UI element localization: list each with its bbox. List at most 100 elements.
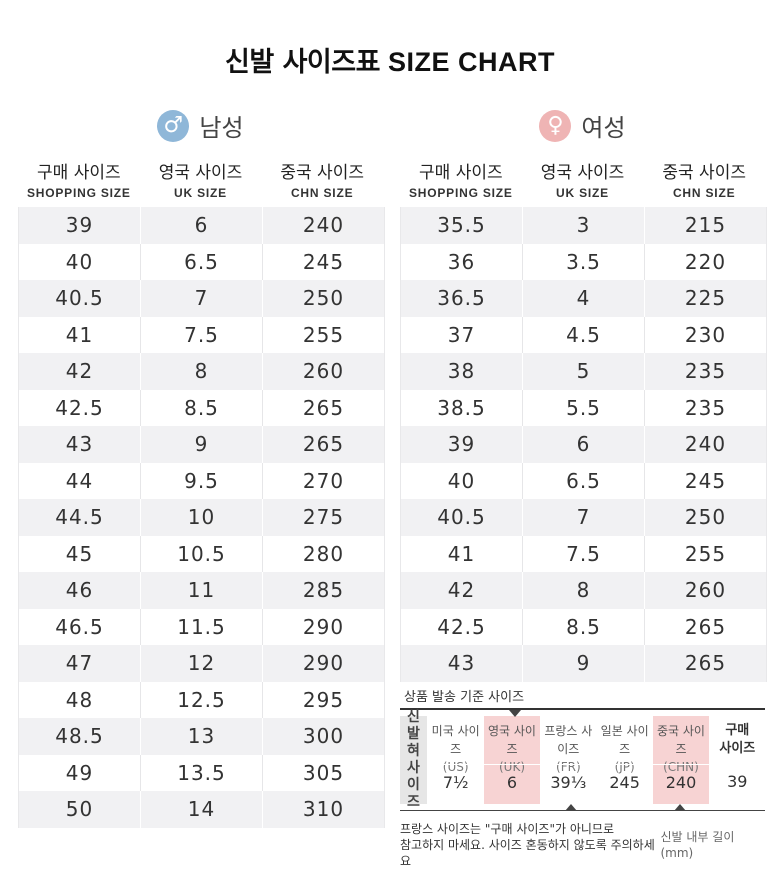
chn-size-cell: 230 — [684, 322, 727, 347]
chn-size-cell: 290 — [302, 651, 345, 675]
shopping-size-cell: 46 — [19, 572, 141, 609]
shopping-size-cell: 42 — [19, 353, 141, 390]
pointer-up-icon — [674, 804, 686, 811]
title-english: SIZE CHART — [387, 47, 555, 77]
uk-size-cell: 12 — [141, 645, 263, 682]
divider — [400, 810, 765, 811]
shopping-size-cell: 40 — [19, 243, 141, 280]
male-symbol-icon: ♂ — [157, 109, 190, 142]
table-row: 42 8 260 — [401, 572, 766, 609]
table-row: 38.5 5.5 235 — [401, 389, 766, 426]
table-row: 48.5 13 300 — [19, 718, 384, 755]
column-header-chn: 중국 사이즈 CHN SIZE — [662, 163, 746, 200]
shipping-column-code: (FR) — [556, 760, 581, 774]
shipping-column-name: 구매 — [725, 723, 750, 738]
table-row: 46.5 11.5 290 — [19, 608, 384, 645]
column-header-shopping: 구매 사이즈 SHOPPING SIZE — [26, 163, 131, 200]
table-row: 40 6.5 245 — [19, 243, 384, 280]
shopping-size-cell: 40.5 — [19, 280, 141, 317]
table-row: 40.5 7 250 — [401, 499, 766, 536]
side-label-char: 이 — [407, 777, 420, 793]
shipping-column-name: 중국 사이즈 — [656, 724, 705, 756]
table-row: 43 9 265 — [19, 426, 384, 463]
shipping-column-value: 7½ — [428, 764, 484, 804]
uk-size-cell: 7.5 — [141, 316, 263, 353]
table-row: 43 9 265 — [401, 645, 766, 682]
chn-size-cell: 225 — [684, 286, 727, 310]
men-label: 남성 — [199, 114, 244, 142]
table-row: 37 4.5 230 — [401, 316, 766, 353]
chn-size-cell: 265 — [302, 432, 345, 456]
shopping-size-cell: 48 — [19, 681, 141, 718]
shopping-size-cell: 40 — [401, 462, 523, 499]
chn-size-cell: 265 — [684, 651, 727, 675]
chn-size-cell: 245 — [302, 249, 345, 274]
table-row: 35.5 3 215 — [401, 207, 766, 244]
shipping-column: 미국 사이즈 (US) 7½ — [427, 716, 484, 804]
shopping-size-cell: 42.5 — [401, 608, 523, 645]
shipping-column: 일본 사이즈 (JP) 245 — [595, 716, 653, 804]
uk-size-cell: 4 — [523, 280, 645, 317]
uk-size-cell: 7 — [523, 499, 645, 536]
uk-size-cell: 4.5 — [523, 316, 645, 353]
chn-size-cell: 305 — [302, 760, 345, 785]
table-row: 44 9.5 270 — [19, 462, 384, 499]
chn-size-cell: 250 — [302, 286, 345, 310]
chn-size-cell: 300 — [302, 724, 345, 748]
chn-size-cell: 245 — [684, 468, 727, 493]
shipping-column-code: (US) — [442, 760, 469, 774]
table-row: 45 10.5 280 — [19, 535, 384, 572]
chn-size-cell: 270 — [302, 468, 345, 493]
shopping-size-cell: 36.5 — [401, 280, 523, 317]
shopping-size-cell: 48.5 — [19, 718, 141, 755]
shipping-column: 프랑스 사이즈 (FR) 39⅓ — [539, 716, 596, 804]
chn-size-cell: 215 — [684, 213, 727, 237]
shopping-size-cell: 44.5 — [19, 499, 141, 536]
uk-size-cell: 7 — [141, 280, 263, 317]
table-row: 38 5 235 — [401, 353, 766, 390]
uk-size-cell: 5.5 — [523, 389, 645, 426]
table-row: 49 13.5 305 — [19, 754, 384, 791]
uk-size-cell: 8.5 — [141, 389, 263, 426]
pointer-up-icon — [565, 804, 577, 811]
table-row: 40.5 7 250 — [19, 280, 384, 317]
shipping-column-name: 미국 사이즈 — [431, 724, 480, 756]
men-header: ♂ 남성 — [18, 108, 383, 143]
shipping-column-value: 6 — [484, 764, 540, 804]
side-label-char: 신 — [407, 709, 420, 725]
women-header: ♀ 여성 — [400, 108, 765, 143]
uk-size-cell: 9.5 — [141, 462, 263, 499]
uk-size-cell: 5 — [523, 353, 645, 390]
table-row: 50 14 310 — [19, 791, 384, 828]
shopping-size-cell: 41 — [401, 535, 523, 572]
chn-size-cell: 265 — [302, 395, 345, 420]
chn-size-cell: 260 — [302, 359, 345, 383]
shopping-size-cell: 41 — [19, 316, 141, 353]
uk-size-cell: 10 — [141, 499, 263, 536]
women-column-headers: 구매 사이즈 SHOPPING SIZE 영국 사이즈 UK SIZE 중국 사이즈… — [400, 158, 765, 200]
shipping-column-code: (JP) — [614, 760, 635, 774]
chn-size-cell: 275 — [302, 505, 345, 529]
uk-size-cell: 8.5 — [523, 608, 645, 645]
shipping-title: 상품 발송 기준 사이즈 — [400, 688, 765, 710]
shopping-size-cell: 44 — [19, 462, 141, 499]
chn-size-cell: 295 — [302, 687, 345, 712]
chn-size-cell: 255 — [684, 541, 727, 566]
women-label: 여성 — [581, 114, 626, 142]
table-row: 41 7.5 255 — [19, 316, 384, 353]
table-row: 39 6 240 — [401, 426, 766, 463]
men-column-headers: 구매 사이즈 SHOPPING SIZE 영국 사이즈 UK SIZE 중국 사이즈… — [18, 158, 383, 200]
column-header-shopping: 구매 사이즈 SHOPPING SIZE — [408, 163, 513, 200]
chn-size-cell: 280 — [302, 541, 345, 566]
shipping-note: 프랑스 사이즈는 "구매 사이즈"가 아니므로 참고하지 마세요. 사이즈 혼동… — [400, 821, 661, 869]
shipping-column-value: 245 — [596, 764, 653, 804]
side-label-char: 사 — [407, 760, 420, 776]
chn-size-cell: 235 — [684, 359, 727, 383]
shopping-size-cell: 46.5 — [19, 608, 141, 645]
shipping-column: 영국 사이즈 (UK) 6 — [483, 716, 540, 804]
shipping-column-name: 영국 사이즈 — [488, 724, 536, 756]
note-line-1: 프랑스 사이즈는 "구매 사이즈"가 아니므로 — [400, 822, 614, 836]
shipping-column-name: 프랑스 사이즈 — [544, 724, 593, 756]
